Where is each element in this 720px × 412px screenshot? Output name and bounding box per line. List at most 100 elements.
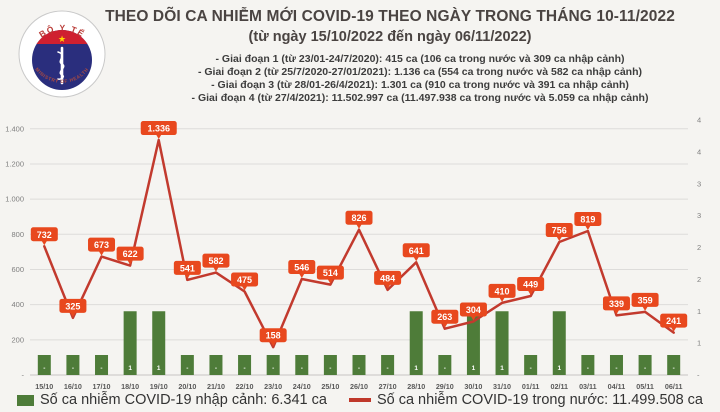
bar: [238, 355, 252, 375]
bar-label: -: [215, 365, 217, 372]
data-label-box: [402, 243, 430, 258]
data-label: 1.336: [147, 124, 170, 134]
data-label-box: [88, 237, 116, 252]
bar-label: -: [72, 365, 74, 372]
data-label-box: [140, 121, 177, 136]
legend-bar-swatch-icon: [17, 394, 34, 406]
data-label-pointer: [98, 250, 105, 256]
bar: [95, 355, 109, 375]
data-label: 732: [37, 230, 52, 240]
data-label-pointer: [241, 285, 248, 291]
bar-label: -: [301, 365, 303, 372]
data-label-pointer: [356, 223, 362, 229]
data-label-pointer: [670, 326, 677, 332]
right-axis-label: 3: [697, 211, 701, 220]
data-label: 158: [266, 331, 281, 341]
data-label-box: [574, 211, 602, 226]
bar: [409, 311, 423, 375]
left-axis-label: 1.000: [5, 195, 24, 204]
data-label-pointer: [527, 290, 534, 296]
data-label-box: [259, 328, 287, 343]
x-axis-label: 22/10: [236, 382, 254, 391]
x-axis-label: 19/10: [150, 382, 168, 391]
right-axis-label: 2: [697, 275, 701, 284]
bar-label: -: [615, 365, 617, 372]
right-axis-label: 3: [697, 179, 701, 188]
page-title: THEO DÕI CA NHIỄM MỚI COVID-19 THEO NGÀY…: [105, 8, 675, 25]
data-label-pointer: [384, 283, 391, 289]
data-label: 410: [495, 286, 510, 296]
bar-label: -: [358, 365, 360, 372]
bar-label: -: [43, 365, 45, 372]
stage-3-summary: - Giai đoạn 3 (từ 28/01-26/4/2021): 1.30…: [211, 79, 629, 91]
bar-label: -: [186, 365, 188, 372]
left-axis-label: -: [22, 371, 25, 380]
x-axis-label: 28/10: [407, 382, 425, 391]
legend-line-label: Số ca nhiễm COVID-19 trong nước: 11.499.…: [376, 392, 703, 408]
bar: [381, 355, 395, 375]
right-axis-label: -: [697, 371, 700, 380]
x-axis-labels: 15/10 16/10 17/10 18/10 19/10 20/10 21/10 22/10…: [35, 382, 682, 391]
data-label-box: [459, 302, 487, 317]
bar: [209, 355, 223, 375]
bar-label: -: [272, 365, 274, 372]
bar: [638, 355, 652, 375]
x-axis-label: 29/10: [436, 382, 454, 391]
logo-star-icon: ★: [58, 34, 66, 44]
data-label-pointer: [184, 273, 191, 279]
bar: [266, 355, 280, 375]
data-label: 475: [237, 275, 252, 285]
bar: [37, 355, 51, 375]
right-axis-label: 4: [697, 147, 701, 156]
rod-of-asclepius-icon: [57, 46, 65, 85]
x-axis-label: 27/10: [379, 382, 397, 391]
x-axis-label: 20/10: [178, 382, 196, 391]
x-axis-label: 16/10: [64, 382, 82, 391]
bar: [524, 355, 538, 375]
data-label-pointer: [499, 296, 506, 302]
data-label-pointer: [441, 322, 448, 328]
bar-label: -: [644, 365, 646, 372]
bar: [495, 311, 509, 375]
bar: [323, 355, 337, 375]
data-label: 826: [351, 213, 366, 223]
left-axis-label: 400: [11, 300, 24, 309]
bar: [295, 355, 309, 375]
legend-item-imported: Số ca nhiễm COVID-19 nhập cảnh: 6.341 ca: [17, 392, 327, 408]
legend-bar-label: Số ca nhiễm COVID-19 nhập cảnh: 6.341 ca: [40, 392, 327, 408]
data-label-pointer: [155, 134, 162, 140]
data-label-box: [602, 296, 630, 311]
bar: [180, 355, 194, 375]
data-label-box: [316, 265, 344, 280]
data-label-pointer: [413, 256, 420, 262]
legend-line-swatch-icon: [348, 398, 371, 402]
data-label: 622: [123, 249, 138, 259]
moh-logo-svg: ★ BỘ Y TẾ MINISTRY OF HEALTH: [18, 10, 106, 98]
legend-item-domestic: Số ca nhiễm COVID-19 trong nước: 11.499.…: [348, 392, 703, 408]
x-axis-label: 04/11: [608, 382, 626, 391]
gridlines: - 200 400 600 800 1.000 1.200 1.400: [5, 124, 688, 380]
data-label-pointer: [127, 259, 134, 265]
data-label-box: [545, 223, 573, 238]
data-labels: 732 325 673 622 1.336 541 582 475 158 546 514 826 48…: [30, 121, 688, 347]
bar-label: 1: [157, 365, 161, 372]
bar: [152, 311, 166, 375]
data-label-box: [431, 309, 459, 324]
data-label: 449: [523, 280, 538, 290]
data-label-pointer: [642, 305, 649, 311]
x-axis-label: 26/10: [350, 382, 368, 391]
data-label-pointer: [212, 266, 219, 272]
data-label-box: [517, 277, 545, 292]
bar-label: -: [673, 365, 675, 372]
bar-label: -: [329, 365, 331, 372]
data-label: 541: [180, 263, 195, 273]
data-label-box: [374, 270, 402, 285]
x-axis-label: 17/10: [93, 382, 111, 391]
data-label-box: [488, 283, 516, 298]
right-axis-label: 4: [697, 116, 701, 125]
bar: [123, 311, 137, 375]
cases-line: [43, 138, 675, 349]
data-label: 339: [609, 299, 624, 309]
left-axis-label: 800: [11, 230, 24, 239]
